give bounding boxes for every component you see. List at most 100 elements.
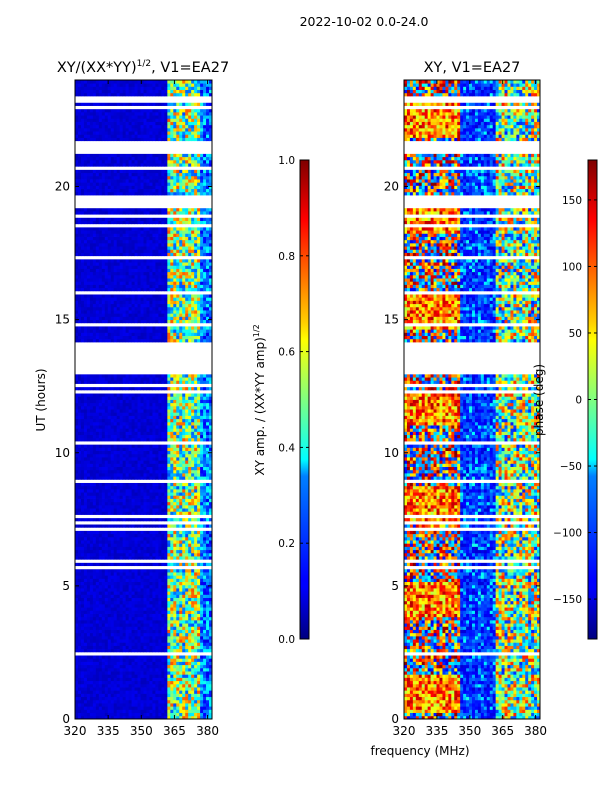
heatmap-cell	[161, 645, 165, 650]
heatmap-cell	[95, 562, 100, 567]
heatmap-cell	[122, 501, 127, 506]
heatmap-cell	[182, 329, 186, 333]
heatmap-cell	[197, 498, 201, 503]
heatmap-cell	[92, 393, 97, 397]
heatmap-cell	[92, 556, 97, 560]
heatmap-cell	[200, 335, 204, 340]
heatmap-cell	[101, 415, 106, 420]
heatmap-cell	[179, 619, 183, 624]
heatmap-cell	[89, 667, 94, 672]
heatmap-cell	[113, 588, 118, 592]
heatmap-cell	[185, 642, 189, 646]
heatmap-cell	[182, 463, 186, 467]
heatmap-cell	[209, 460, 213, 464]
heatmap-cell	[203, 658, 207, 662]
heatmap-cell	[89, 412, 94, 416]
heatmap-cell	[200, 492, 204, 496]
heatmap-cell	[146, 549, 150, 554]
heatmap-cell	[194, 709, 198, 713]
heatmap-cell	[131, 568, 135, 573]
heatmap-cell	[161, 428, 165, 432]
heatmap-cell	[149, 437, 153, 442]
heatmap-cell	[170, 703, 174, 707]
heatmap-cell	[194, 648, 198, 653]
heatmap-cell	[86, 472, 91, 477]
heatmap-cell	[164, 600, 168, 605]
heatmap-cell	[92, 696, 97, 701]
heatmap-cell	[188, 683, 192, 688]
heatmap-cell	[119, 373, 124, 378]
heatmap-cell	[128, 588, 132, 592]
heatmap-cell	[170, 664, 174, 669]
heatmap-cell	[161, 495, 165, 499]
heatmap-cell	[131, 434, 135, 439]
heatmap-cell	[137, 444, 141, 448]
heatmap-cell	[203, 648, 207, 653]
heatmap-cell	[131, 703, 135, 707]
heatmap-cell	[179, 316, 183, 321]
heatmap-cell	[182, 393, 186, 397]
heatmap-cell	[104, 699, 109, 704]
heatmap-cell	[83, 380, 88, 384]
heatmap-cell	[75, 629, 79, 634]
heatmap-cell	[161, 709, 165, 713]
heatmap-cell	[134, 472, 138, 477]
heatmap-cell	[188, 501, 192, 506]
heatmap-cell	[125, 319, 130, 324]
heatmap-cell	[104, 463, 109, 467]
heatmap-cell	[113, 629, 118, 634]
heatmap-cell	[101, 437, 106, 442]
heatmap-cell	[200, 326, 204, 330]
heatmap-cell	[116, 594, 121, 598]
heatmap-cell	[164, 425, 168, 429]
heatmap-cell	[77, 386, 82, 391]
heatmap-cell	[98, 549, 103, 554]
heatmap-cell	[146, 610, 150, 614]
heatmap-cell	[149, 623, 153, 627]
heatmap-cell	[140, 524, 144, 528]
heatmap-cell	[110, 626, 115, 630]
heatmap-cell	[209, 536, 213, 541]
heatmap-cell	[161, 450, 165, 455]
heatmap-cell	[200, 616, 204, 621]
heatmap-cell	[194, 373, 198, 378]
heatmap-cell	[83, 578, 88, 583]
heatmap-cell	[89, 396, 94, 400]
heatmap-cell	[203, 642, 207, 646]
heatmap-cell	[137, 466, 141, 471]
heatmap-cell	[167, 476, 171, 480]
heatmap-cell	[134, 610, 138, 614]
heatmap-cell	[131, 501, 135, 506]
heatmap-cell	[134, 600, 138, 605]
heatmap-cell	[206, 319, 210, 324]
heatmap-cell	[101, 495, 106, 499]
heatmap-cell	[75, 399, 79, 404]
heatmap-cell	[113, 504, 118, 509]
heatmap-cell	[176, 421, 180, 426]
heatmap-cell	[200, 687, 204, 691]
heatmap-cell	[164, 482, 168, 487]
heatmap-cell	[161, 501, 165, 506]
heatmap-cell	[89, 626, 94, 630]
heatmap-cell	[113, 402, 118, 407]
heatmap-cell	[92, 453, 97, 458]
heatmap-cell	[110, 655, 115, 659]
heatmap-cell	[185, 661, 189, 666]
heatmap-cell	[113, 511, 118, 515]
heatmap-cell	[143, 517, 147, 522]
heatmap-cell	[134, 335, 138, 340]
heatmap-cell	[188, 696, 192, 701]
heatmap-cell	[89, 504, 94, 509]
heatmap-cell	[182, 562, 186, 567]
heatmap-cell	[191, 418, 195, 423]
heatmap-cell	[113, 549, 118, 554]
heatmap-cell	[149, 613, 153, 618]
heatmap-cell	[146, 578, 150, 583]
heatmap-cell	[75, 594, 79, 598]
heatmap-cell	[125, 671, 130, 675]
heatmap-cell	[152, 501, 156, 506]
heatmap-cell	[128, 412, 132, 416]
heatmap-cell	[122, 472, 127, 477]
heatmap-cell	[86, 575, 91, 579]
heatmap-cell	[101, 613, 106, 618]
